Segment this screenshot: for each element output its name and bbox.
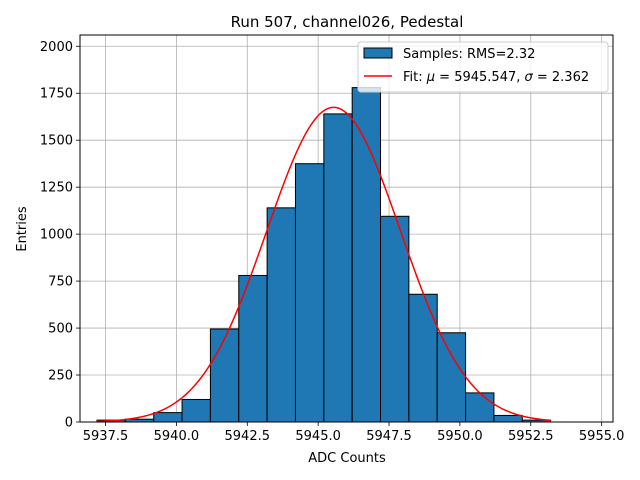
plot-frame bbox=[79, 34, 614, 423]
histogram-bars bbox=[96, 87, 552, 423]
legend-histogram-swatch bbox=[363, 47, 393, 59]
y-tick-label: 750 bbox=[48, 275, 73, 290]
histogram-bar bbox=[266, 207, 296, 423]
y-tick-label: 1750 bbox=[40, 87, 73, 102]
x-tick-label: 5952.5 bbox=[508, 429, 554, 444]
histogram-bar bbox=[323, 113, 353, 423]
y-tick-label: 2000 bbox=[40, 40, 73, 55]
histogram-bar bbox=[436, 332, 467, 423]
legend-fit-mid: = 5945.547, bbox=[435, 70, 524, 85]
y-tick-label: 1250 bbox=[40, 181, 73, 196]
histogram-bar bbox=[181, 398, 211, 423]
legend-histogram-label: Samples: RMS=2.32 bbox=[403, 47, 535, 62]
legend: Samples: RMS=2.32 Fit: μ = 5945.547, σ =… bbox=[357, 41, 609, 93]
x-tick-label: 5955.0 bbox=[579, 429, 625, 444]
y-tick-label: 0 bbox=[65, 416, 73, 431]
x-tick-label: 5940.0 bbox=[154, 429, 200, 444]
legend-fit-suffix: = 2.362 bbox=[533, 70, 589, 85]
histogram-bar bbox=[351, 87, 382, 423]
y-axis-label: Entries bbox=[15, 206, 30, 252]
y-tick-label: 1500 bbox=[40, 134, 73, 149]
histogram-bar bbox=[380, 215, 410, 423]
legend-fit-label: Fit: μ = 5945.547, σ = 2.362 bbox=[403, 70, 589, 85]
y-tick-label: 500 bbox=[48, 322, 73, 337]
y-tick-label: 250 bbox=[48, 369, 73, 384]
y-tick-label: 1000 bbox=[40, 228, 73, 243]
histogram-bar bbox=[294, 163, 325, 423]
legend-fit-prefix: Fit: bbox=[403, 70, 427, 85]
histogram-bar bbox=[153, 412, 183, 423]
x-axis-ticks: 5937.5 5940.0 5942.5 5945.0 5947.5 5950.0 5952… bbox=[83, 422, 625, 444]
x-tick-label: 5950.0 bbox=[437, 429, 483, 444]
x-axis-label: ADC Counts bbox=[308, 451, 386, 466]
x-tick-label: 5942.5 bbox=[225, 429, 271, 444]
legend-fit-sigma: σ bbox=[525, 70, 534, 85]
legend-fit-mu: μ bbox=[426, 70, 435, 85]
x-tick-label: 5945.0 bbox=[295, 429, 341, 444]
histogram-bar bbox=[209, 328, 240, 423]
fit-curve bbox=[96, 106, 551, 423]
x-tick-label: 5937.5 bbox=[83, 429, 129, 444]
y-axis-ticks: 0 250 500 750 1000 1250 1500 1750 2000 bbox=[40, 40, 80, 431]
legend-box bbox=[357, 41, 609, 93]
histogram-bar bbox=[408, 293, 438, 423]
histogram-bar bbox=[493, 414, 523, 423]
x-tick-label: 5947.5 bbox=[366, 429, 412, 444]
histogram-bar bbox=[465, 392, 495, 423]
chart-title: Run 507, channel026, Pedestal bbox=[231, 13, 464, 31]
